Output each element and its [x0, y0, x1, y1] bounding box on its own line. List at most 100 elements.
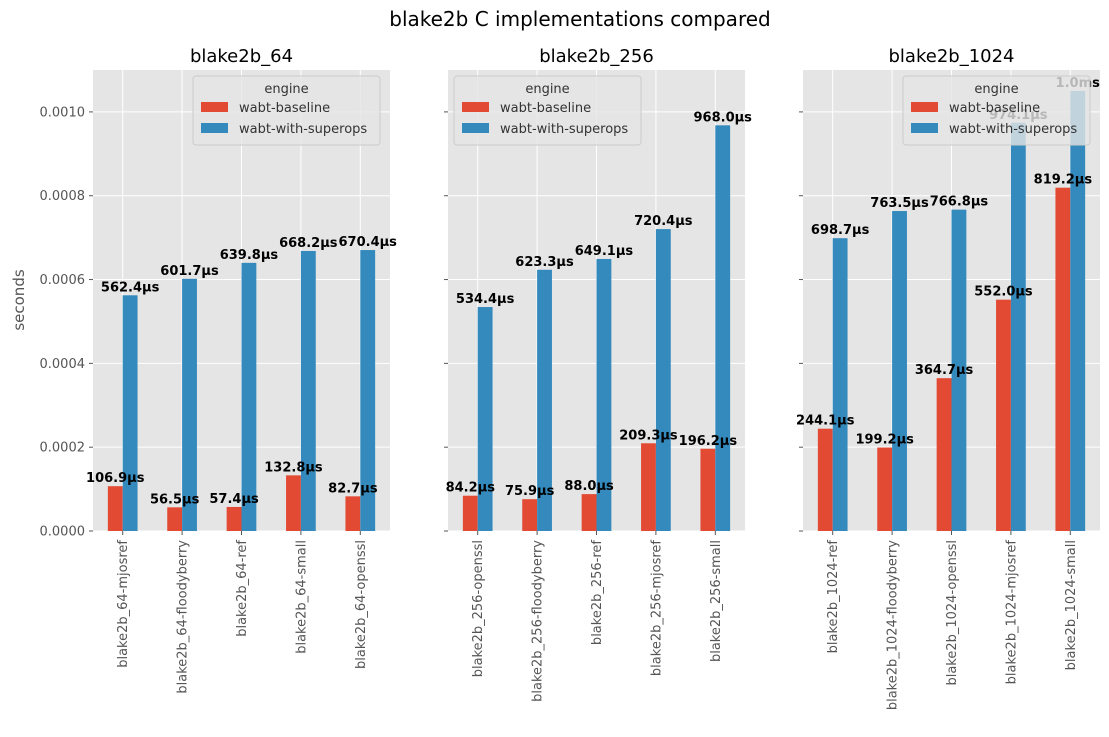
bar-baseline-blake2b_64-mjosref — [107, 486, 123, 531]
bar-baseline-blake2b_64-ref — [226, 506, 242, 531]
bar-baseline-blake2b_1024-openssl — [936, 378, 952, 531]
y-axis-label: seconds — [10, 269, 28, 330]
legend: engine wabt-baseline wabt-with-superops — [453, 75, 642, 146]
y-tick-label: 0.0004 — [40, 357, 86, 372]
data-label: 75.9µs — [505, 484, 555, 499]
subplot-blake2b_256: blake2b_256 84.2µs 75.9µs 88.0µs 209.3µs 196.… — [444, 46, 752, 702]
data-label: 562.4µs — [101, 280, 160, 295]
bar-superops-blake2b_256-mjosref — [655, 229, 671, 531]
x-tick-label: blake2b_64-openssl — [354, 540, 369, 669]
data-label: 601.7µs — [160, 264, 219, 279]
bar-superops-blake2b_1024-mjosref — [1010, 122, 1026, 531]
legend-entry: wabt-baseline — [239, 101, 330, 116]
x-tick-label: blake2b_64-floodyberry — [176, 540, 191, 694]
x-tick-label: blake2b_1024-mjosref — [1004, 540, 1019, 685]
subplot-blake2b_64: blake2b_64 0.0000 0.0002 0.0004 0.0006 0.0008… — [40, 46, 398, 694]
bar-superops-blake2b_1024-openssl — [951, 209, 967, 531]
x-tick-label: blake2b_1024-ref — [826, 540, 841, 654]
x-tick-label: blake2b_64-small — [294, 540, 309, 654]
subplot-title: blake2b_1024 — [889, 46, 1015, 67]
bar-baseline-blake2b_64-small — [286, 475, 301, 531]
bar-baseline-blake2b_1024-mjosref — [996, 299, 1011, 531]
x-tick-label: blake2b_256-small — [709, 540, 724, 662]
bar-superops-blake2b_1024-ref — [832, 238, 848, 531]
y-tick-label: 0.0000 — [40, 525, 86, 540]
subplot-title: blake2b_256 — [539, 46, 654, 67]
bar-baseline-blake2b_64-floodyberry — [167, 507, 183, 531]
data-label: 763.5µs — [870, 196, 929, 211]
y-tick-label: 0.0010 — [40, 105, 86, 120]
legend-box — [453, 75, 642, 146]
bar-baseline-blake2b_64-openssl — [345, 496, 361, 531]
legend: engine wabt-baseline wabt-with-superops — [902, 75, 1091, 146]
data-label: 56.5µs — [150, 492, 200, 507]
data-label: 639.8µs — [220, 248, 279, 263]
bar-superops-blake2b_64-small — [300, 250, 316, 532]
data-label: 968.0µs — [694, 110, 753, 125]
data-label: 766.8µs — [930, 195, 989, 210]
x-tick-label: blake2b_1024-floodyberry — [886, 540, 901, 710]
y-tick-label: 0.0002 — [40, 441, 86, 456]
data-label: 649.1µs — [575, 244, 634, 259]
legend-entry: wabt-baseline — [500, 101, 591, 116]
data-label: 534.4µs — [456, 292, 515, 307]
bar-superops-blake2b_256-ref — [596, 258, 612, 531]
bar-baseline-blake2b_256-ref — [581, 494, 597, 531]
data-label: 244.1µs — [796, 414, 855, 429]
bar-baseline-blake2b_256-floodyberry — [522, 499, 538, 531]
data-label: 819.2µs — [1034, 173, 1093, 188]
bar-superops-blake2b_1024-small — [1070, 90, 1086, 532]
data-label: 720.4µs — [634, 214, 693, 229]
legend-entry: wabt-baseline — [949, 101, 1040, 116]
x-tick-label: blake2b_256-floodyberry — [531, 540, 546, 702]
bar-baseline-blake2b_1024-floodyberry — [877, 447, 893, 531]
bar-baseline-blake2b_256-small — [700, 448, 716, 531]
legend-entry: wabt-with-superops — [500, 122, 628, 137]
data-label: 199.2µs — [855, 433, 914, 448]
bar-superops-blake2b_64-ref — [241, 262, 257, 531]
data-label: 668.2µs — [279, 236, 338, 251]
data-label: 84.2µs — [446, 481, 496, 496]
x-tick-label: blake2b_256-openssl — [471, 540, 486, 677]
x-tick-label: blake2b_256-mjosref — [649, 540, 664, 676]
data-label: 552.0µs — [974, 285, 1033, 300]
legend-swatch — [911, 102, 938, 112]
bar-superops-blake2b_1024-floodyberry — [892, 211, 907, 531]
data-label: 196.2µs — [679, 434, 738, 449]
x-tick-label: blake2b_64-mjosref — [116, 540, 131, 668]
legend-swatch — [201, 123, 228, 133]
legend-title: engine — [974, 82, 1018, 97]
subplot-title: blake2b_64 — [190, 46, 293, 67]
data-label: 209.3µs — [619, 428, 678, 443]
x-tick-label: blake2b_64-ref — [235, 540, 250, 637]
data-label: 698.7µs — [811, 223, 870, 238]
legend-title: engine — [525, 82, 569, 97]
bar-baseline-blake2b_256-openssl — [462, 495, 478, 531]
x-tick-label: blake2b_1024-small — [1064, 540, 1079, 670]
legend-box — [902, 75, 1091, 146]
legend-swatch — [201, 102, 228, 112]
data-label: 106.9µs — [86, 471, 145, 486]
legend-title: engine — [264, 82, 308, 97]
figure-title: blake2b C implementations compared — [389, 7, 770, 31]
data-label: 82.7µs — [328, 481, 378, 496]
bar-superops-blake2b_256-floodyberry — [537, 269, 552, 531]
data-label: 623.3µs — [515, 255, 574, 270]
bar-baseline-blake2b_256-mjosref — [641, 443, 656, 531]
bar-baseline-blake2b_1024-ref — [817, 428, 833, 531]
data-label: 132.8µs — [264, 460, 323, 475]
legend-entry: wabt-with-superops — [239, 122, 367, 137]
legend-swatch — [462, 123, 489, 133]
bar-superops-blake2b_64-floodyberry — [182, 278, 197, 531]
legend-swatch — [462, 102, 489, 112]
data-label: 57.4µs — [209, 492, 259, 507]
data-label: 88.0µs — [564, 479, 614, 494]
legend-swatch — [911, 123, 938, 133]
bar-superops-blake2b_64-mjosref — [122, 295, 138, 531]
bar-superops-blake2b_256-openssl — [477, 307, 493, 531]
y-tick-label: 0.0008 — [40, 189, 86, 204]
bar-superops-blake2b_256-small — [715, 125, 731, 531]
y-tick-label: 0.0006 — [40, 273, 86, 288]
